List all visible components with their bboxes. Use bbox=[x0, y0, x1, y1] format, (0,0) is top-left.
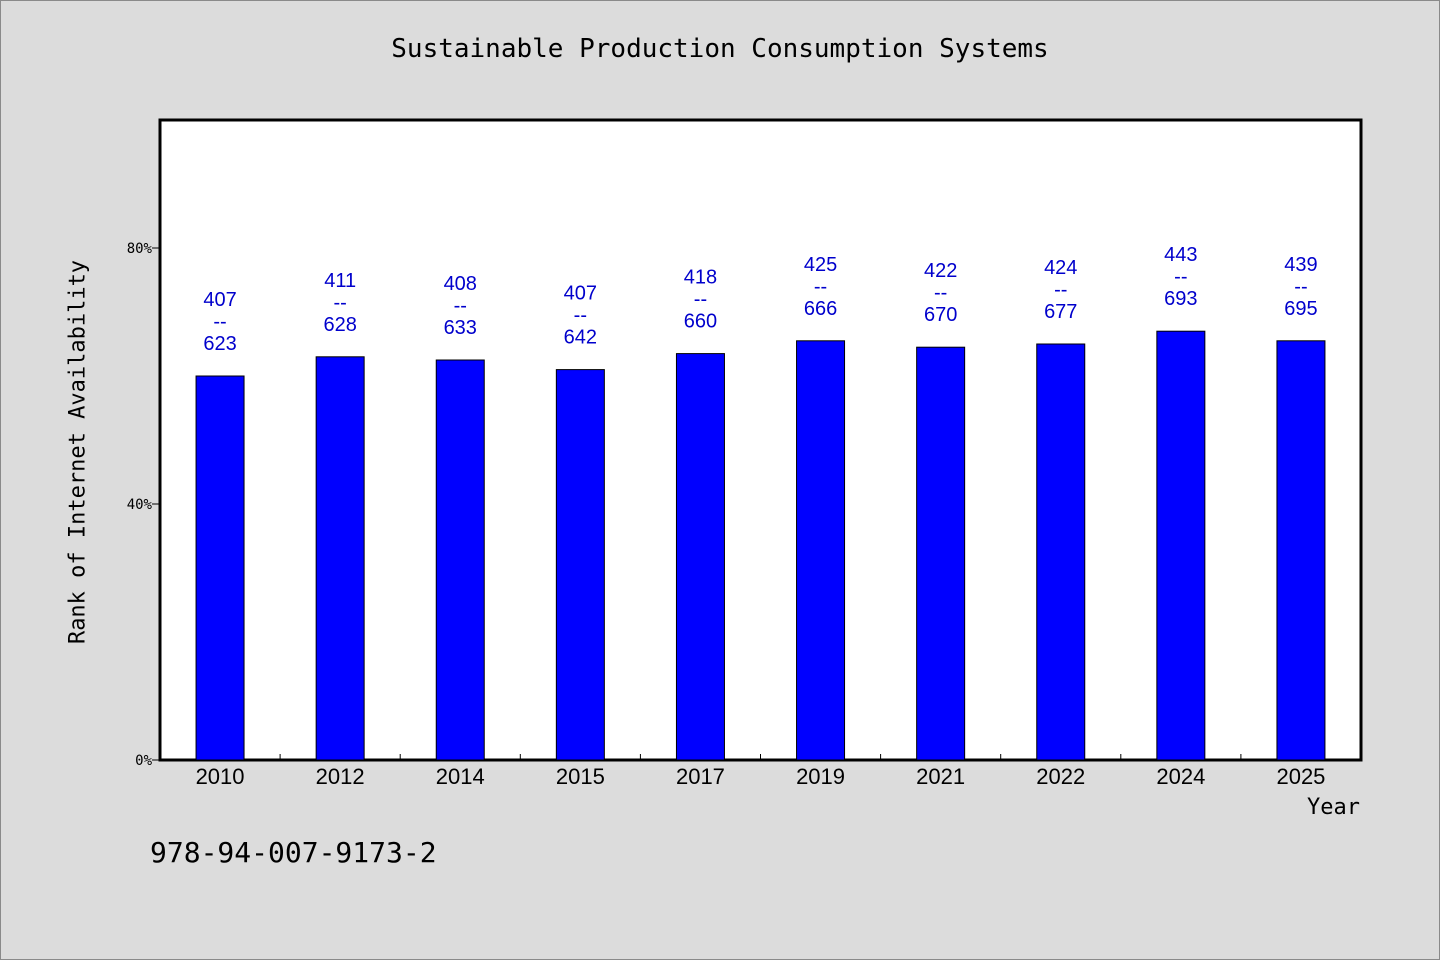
data-label: 407 bbox=[564, 283, 597, 305]
data-label: 695 bbox=[1284, 298, 1317, 320]
data-label: 666 bbox=[804, 298, 837, 320]
data-label: -- bbox=[694, 289, 707, 311]
data-label: 633 bbox=[444, 317, 477, 339]
data-label: -- bbox=[333, 292, 346, 314]
bar bbox=[555, 369, 605, 761]
data-label: -- bbox=[1054, 279, 1067, 301]
data-label: 443 bbox=[1164, 244, 1197, 266]
x-tick-label: 2012 bbox=[316, 764, 365, 789]
data-label: -- bbox=[1174, 266, 1187, 288]
bar bbox=[916, 346, 966, 761]
data-label: 408 bbox=[444, 273, 477, 295]
data-label: 670 bbox=[924, 304, 957, 326]
x-tick-label: 2019 bbox=[796, 764, 845, 789]
data-label: -- bbox=[814, 276, 827, 298]
x-tick-label: 2015 bbox=[556, 764, 605, 789]
x-axis-label: Year bbox=[1307, 795, 1360, 820]
data-label: 425 bbox=[804, 254, 837, 276]
bar bbox=[796, 340, 846, 761]
x-tick-label: 2014 bbox=[436, 764, 485, 789]
bar bbox=[1156, 330, 1206, 761]
chart-title: Sustainable Production Consumption Syste… bbox=[391, 34, 1049, 64]
data-label: 439 bbox=[1284, 254, 1317, 276]
x-tick-label: 2021 bbox=[916, 764, 965, 789]
data-label: 628 bbox=[323, 314, 356, 336]
data-label: -- bbox=[934, 282, 947, 304]
data-label: 677 bbox=[1044, 301, 1077, 323]
data-label: 693 bbox=[1164, 288, 1197, 310]
data-label: -- bbox=[1294, 276, 1307, 298]
data-label: 407 bbox=[203, 289, 236, 311]
bar bbox=[675, 353, 725, 761]
y-tick-label: 80% bbox=[127, 241, 153, 257]
isbn-label: 978-94-007-9173-2 bbox=[150, 836, 437, 869]
y-axis-label: Rank of Internet Availability bbox=[65, 259, 91, 645]
x-tick-label: 2010 bbox=[196, 764, 245, 789]
x-tick-label: 2022 bbox=[1036, 764, 1085, 789]
data-label: -- bbox=[454, 295, 467, 317]
data-label: 623 bbox=[203, 333, 236, 355]
data-label: -- bbox=[574, 305, 587, 327]
bar bbox=[1036, 343, 1086, 761]
data-label: 642 bbox=[564, 327, 597, 349]
data-label: 424 bbox=[1044, 257, 1077, 279]
y-tick-label: 0% bbox=[135, 753, 152, 769]
data-label: -- bbox=[213, 311, 226, 333]
data-label: 411 bbox=[324, 270, 356, 292]
bar bbox=[435, 359, 485, 761]
bar bbox=[1276, 340, 1326, 761]
x-tick-label: 2025 bbox=[1276, 764, 1325, 789]
data-label: 418 bbox=[684, 267, 717, 289]
bar bbox=[315, 356, 365, 761]
data-label: 422 bbox=[924, 260, 957, 282]
data-label: 660 bbox=[684, 311, 717, 333]
bar bbox=[195, 375, 245, 761]
y-tick-label: 40% bbox=[127, 497, 153, 513]
x-tick-label: 2024 bbox=[1156, 764, 1205, 789]
x-tick-label: 2017 bbox=[676, 764, 725, 789]
